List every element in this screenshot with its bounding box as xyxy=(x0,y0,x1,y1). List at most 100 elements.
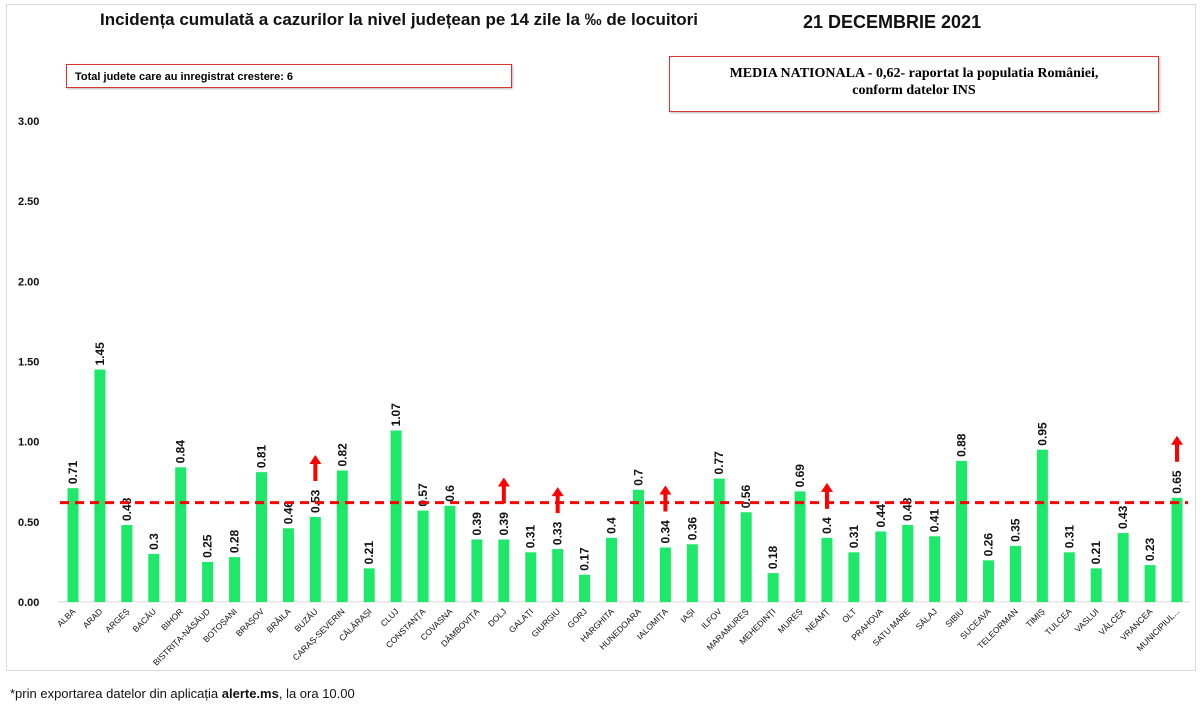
value-label: 0.43 xyxy=(1116,505,1130,529)
value-label: 0.34 xyxy=(658,520,672,544)
value-label: 0.81 xyxy=(254,444,268,468)
category-label: BRĂILA xyxy=(264,606,293,635)
footer-link: alerte.ms xyxy=(221,686,279,701)
value-label: 0.48 xyxy=(120,497,134,521)
category-label: BACĂU xyxy=(130,606,158,634)
bar-constanța xyxy=(417,510,429,602)
bar-bistrița-năsăud xyxy=(202,561,214,602)
chart-frame xyxy=(6,4,1196,671)
bar-mehedinți xyxy=(767,573,779,602)
bar-giurgiu xyxy=(552,549,564,602)
value-label: 0.25 xyxy=(201,534,215,558)
bar-tulcea xyxy=(1063,552,1075,602)
category-label: GORJ xyxy=(565,606,589,630)
footer-post: , la ora 10.00 xyxy=(278,686,355,701)
footer-note: *prin exportarea datelor din aplicația a… xyxy=(10,686,355,701)
value-label: 0.28 xyxy=(228,529,242,553)
value-label: 0.33 xyxy=(551,521,565,545)
bar-brașov xyxy=(255,472,267,602)
bar-botoșani xyxy=(229,557,241,602)
category-label: SIBIU xyxy=(943,606,966,629)
category-label: SĂLAJ xyxy=(914,606,939,631)
bar-hunedoara xyxy=(632,489,644,602)
bar-iași xyxy=(686,544,698,602)
bar-vaslui xyxy=(1090,568,1102,602)
value-label: 0.56 xyxy=(739,485,753,509)
bar-suceava xyxy=(983,560,995,602)
bar-maramureș xyxy=(740,512,752,602)
bar-argeș xyxy=(121,525,133,602)
bar-gorj xyxy=(579,574,591,602)
value-label: 0.3 xyxy=(147,533,161,550)
category-label: TULCEA xyxy=(1043,606,1074,637)
value-label: 0.31 xyxy=(847,525,861,549)
bar-dolj xyxy=(498,539,510,602)
footer-pre: *prin exportarea datelor din aplicația xyxy=(10,686,222,701)
y-tick-label: 1.00 xyxy=(18,437,39,449)
category-label: ALBA xyxy=(55,606,78,629)
value-label: 0.4 xyxy=(820,517,834,534)
bar-olt xyxy=(848,552,860,602)
category-label: BIHOR xyxy=(159,606,185,632)
bar-caraș-severin xyxy=(336,470,348,602)
y-tick-label: 2.00 xyxy=(18,276,39,288)
bar-ialomița xyxy=(659,547,671,602)
bar-alba xyxy=(67,488,79,602)
value-label: 0.65 xyxy=(1170,470,1184,494)
bar-brăila xyxy=(282,528,294,602)
chart-title: Incidența cumulată a cazurilor la nivel … xyxy=(100,10,699,29)
value-label: 0.23 xyxy=(1143,537,1157,561)
bar-covasna xyxy=(444,505,456,602)
bar-harghita xyxy=(606,537,618,602)
bar-dâmbovița xyxy=(471,539,483,602)
value-label: 0.95 xyxy=(1035,422,1049,446)
value-label: 0.84 xyxy=(174,440,188,464)
bar-teleorman xyxy=(1009,545,1021,602)
category-label: DOLJ xyxy=(486,606,508,628)
category-label: GIURGIU xyxy=(529,606,562,639)
value-label: 0.17 xyxy=(578,547,592,571)
increase-arrow-icon xyxy=(497,477,510,504)
category-label: BRAȘOV xyxy=(234,606,266,638)
increase-arrow-icon xyxy=(551,487,564,514)
bar-prahova xyxy=(875,531,887,602)
value-label: 0.26 xyxy=(982,533,996,557)
chart-date: 21 DECEMBRIE 2021 xyxy=(803,12,982,32)
value-label: 0.77 xyxy=(712,451,726,475)
value-label: 0.88 xyxy=(955,433,969,457)
value-label: 0.35 xyxy=(1008,518,1022,542)
bar-timiș xyxy=(1036,449,1048,602)
y-tick-label: 0.00 xyxy=(18,597,39,609)
bar-ilfov xyxy=(713,478,725,602)
y-tick-label: 2.50 xyxy=(18,196,39,208)
national-average-line2: conform datelor INS xyxy=(852,83,976,98)
value-label: 0.31 xyxy=(1062,525,1076,549)
category-label: OLT xyxy=(840,606,858,624)
value-label: 0.6 xyxy=(443,485,457,502)
category-label: ARAD xyxy=(81,606,105,630)
category-label: NEAMȚ xyxy=(803,606,831,634)
value-label: 0.71 xyxy=(66,460,80,484)
increase-arrow-icon xyxy=(659,485,672,512)
value-label: 0.39 xyxy=(497,512,511,536)
value-label: 0.21 xyxy=(1089,541,1103,565)
value-label: 0.46 xyxy=(281,501,295,525)
value-label: 0.4 xyxy=(605,517,619,534)
bar-cluj xyxy=(390,430,402,602)
increase-arrow-icon xyxy=(1171,435,1183,462)
category-label: ILFOV xyxy=(699,606,724,631)
value-label: 0.41 xyxy=(928,509,942,533)
category-label: TIMIȘ xyxy=(1024,606,1047,629)
bar-municipiul... xyxy=(1171,497,1183,602)
bar-călărași xyxy=(363,568,375,602)
value-label: 0.39 xyxy=(470,512,484,536)
value-label: 1.07 xyxy=(389,403,403,427)
increase-arrow-icon xyxy=(820,482,833,509)
bar-arad xyxy=(94,369,106,602)
bar-bihor xyxy=(175,467,187,602)
value-label: 1.45 xyxy=(93,342,107,366)
value-label: 0.44 xyxy=(874,504,888,528)
value-label: 0.57 xyxy=(416,483,430,507)
value-label: 0.69 xyxy=(793,464,807,488)
value-label: 0.48 xyxy=(901,497,915,521)
